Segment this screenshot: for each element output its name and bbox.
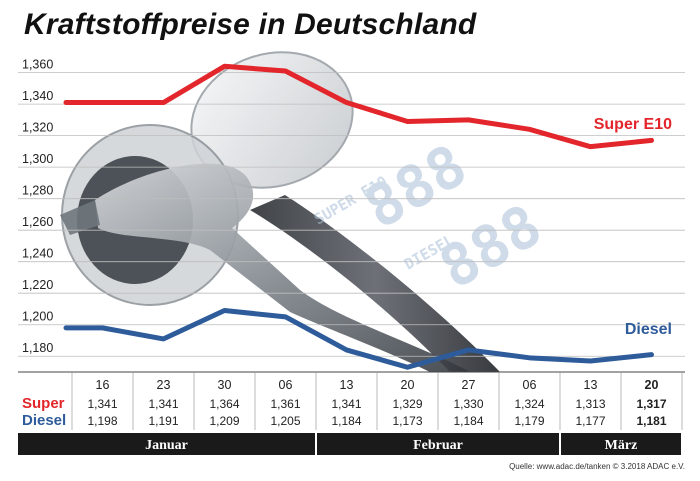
row-label-super: Super bbox=[22, 395, 65, 412]
data-label: 1,329 bbox=[392, 397, 422, 411]
legend-diesel: Diesel bbox=[625, 321, 672, 338]
y-tick-label: 1,340 bbox=[22, 89, 53, 103]
data-label: 1,330 bbox=[453, 397, 483, 411]
month-bar: Januar Februar März bbox=[18, 433, 681, 455]
month-band bbox=[561, 433, 681, 455]
x-tick-label: 23 bbox=[157, 378, 171, 392]
data-label: 1,177 bbox=[575, 414, 605, 428]
data-label: 1,361 bbox=[270, 397, 300, 411]
y-tick-label: 1,240 bbox=[22, 247, 53, 261]
data-label: 1,209 bbox=[209, 414, 239, 428]
data-label: 1,181 bbox=[636, 414, 666, 428]
x-tick-label: 13 bbox=[340, 378, 354, 392]
month-band bbox=[317, 433, 559, 455]
y-tick-label: 1,220 bbox=[22, 278, 53, 292]
data-label: 1,341 bbox=[87, 397, 117, 411]
y-tick-label: 1,280 bbox=[22, 184, 53, 198]
x-tick-label: 13 bbox=[584, 378, 598, 392]
y-tick-label: 1,360 bbox=[22, 58, 53, 72]
data-label: 1,341 bbox=[148, 397, 178, 411]
data-label: 1,313 bbox=[575, 397, 605, 411]
y-tick-label: 1,180 bbox=[22, 341, 53, 355]
data-label: 1,173 bbox=[392, 414, 422, 428]
legend-super-e10: Super E10 bbox=[594, 116, 672, 133]
x-tick-label: 16 bbox=[96, 378, 110, 392]
x-tick-label: 30 bbox=[218, 378, 232, 392]
x-tick-label: 20 bbox=[645, 378, 659, 392]
data-label: 1,184 bbox=[453, 414, 483, 428]
y-tick-label: 1,300 bbox=[22, 152, 53, 166]
month-label: Januar bbox=[145, 438, 188, 453]
data-label: 1,191 bbox=[148, 414, 178, 428]
series-lines: Super E10 Diesel bbox=[63, 63, 672, 370]
y-tick-label: 1,260 bbox=[22, 215, 53, 229]
value-table: 16 23 30 06 13 20 27 06 13 20 Super 1,341 1,341 1,364… bbox=[22, 372, 683, 430]
y-tick-label: 1,320 bbox=[22, 121, 53, 135]
row-label-diesel: Diesel bbox=[22, 412, 66, 429]
x-tick-label: 27 bbox=[462, 378, 476, 392]
y-axis: 1,360 1,340 1,320 1,300 1,280 1,260 1,240 1,220… bbox=[22, 58, 53, 356]
data-label: 1,198 bbox=[87, 414, 117, 428]
data-label: 1,179 bbox=[514, 414, 544, 428]
data-label: 1,184 bbox=[331, 414, 361, 428]
data-label: 1,341 bbox=[331, 397, 361, 411]
data-label: 1,205 bbox=[270, 414, 300, 428]
month-band bbox=[18, 433, 315, 455]
chart-title: Kraftstoffpreise in Deutschland bbox=[24, 8, 477, 41]
month-label: März bbox=[605, 438, 638, 453]
y-tick-label: 1,200 bbox=[22, 310, 53, 324]
source-note: Quelle: www.adac.de/tanken © 3.2018 ADAC… bbox=[509, 462, 685, 471]
data-label: 1,364 bbox=[209, 397, 239, 411]
x-tick-label: 06 bbox=[279, 378, 293, 392]
data-label: 1,324 bbox=[514, 397, 544, 411]
x-tick-label: 06 bbox=[523, 378, 537, 392]
x-tick-label: 20 bbox=[401, 378, 415, 392]
month-label: Februar bbox=[413, 438, 463, 453]
data-label: 1,317 bbox=[636, 397, 666, 411]
